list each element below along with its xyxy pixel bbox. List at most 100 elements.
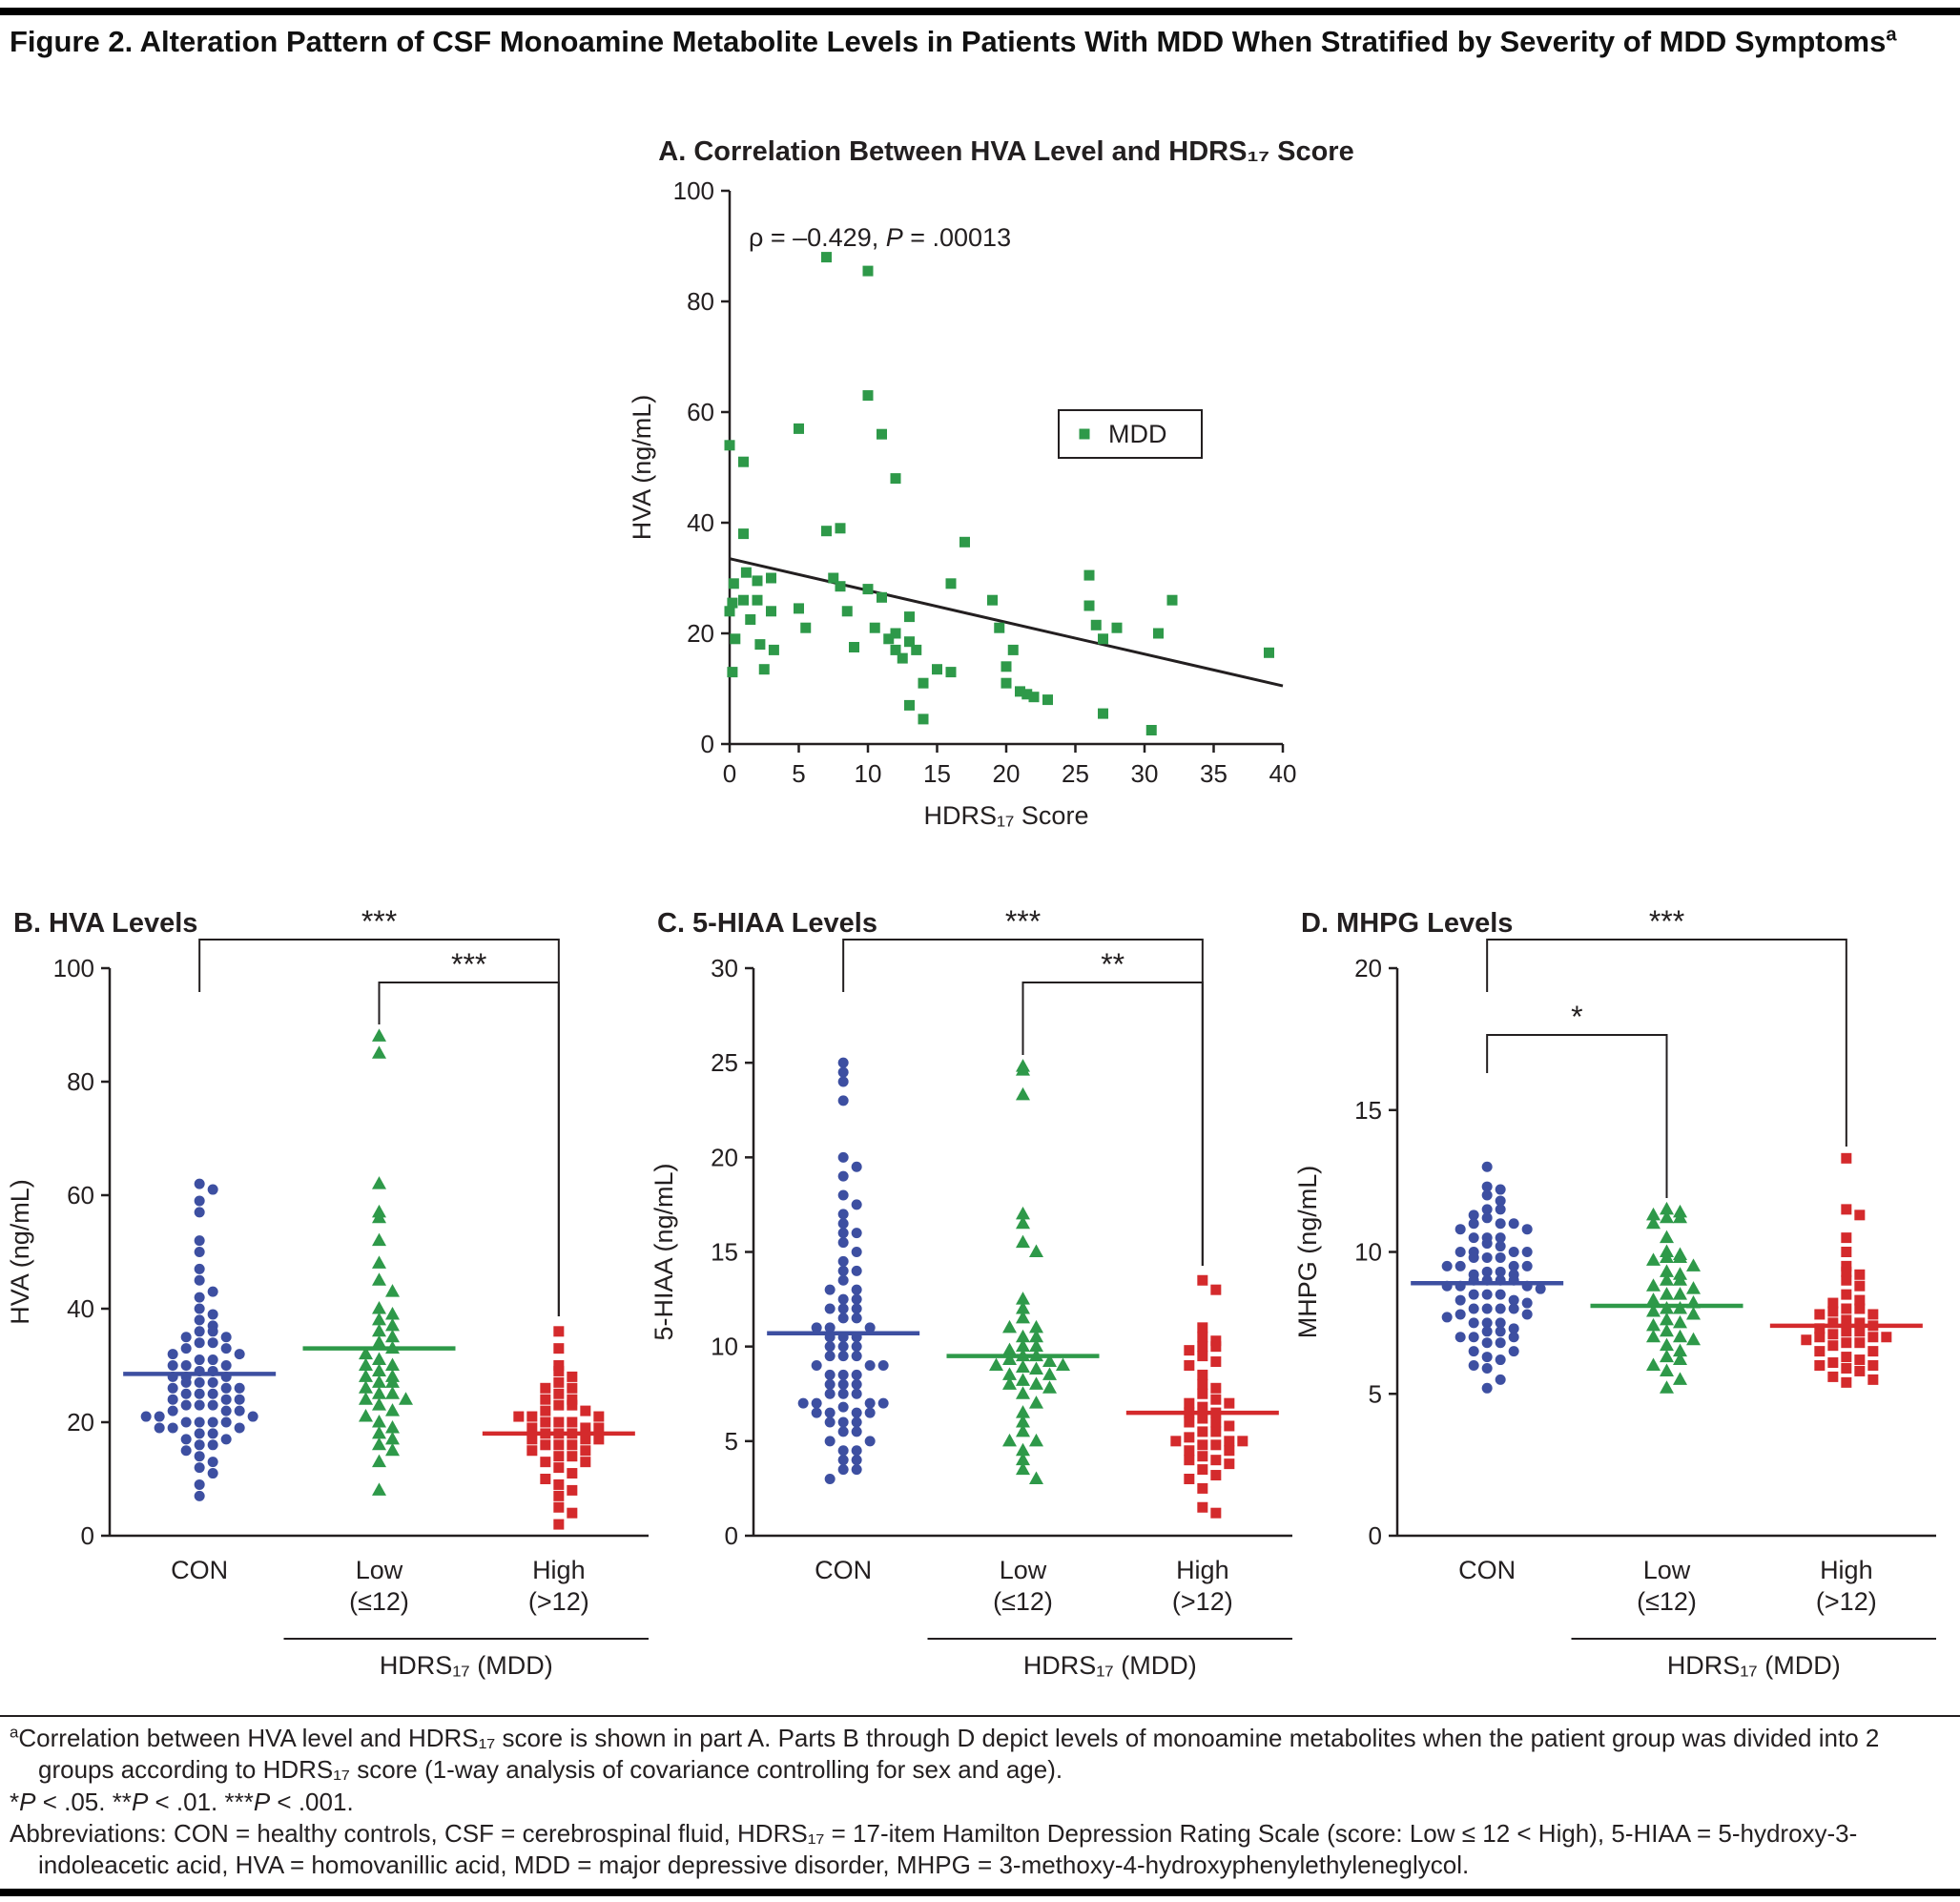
data-point xyxy=(540,1416,551,1428)
data-point xyxy=(851,1247,862,1257)
data-point xyxy=(1016,1086,1030,1101)
data-point xyxy=(1441,1312,1453,1323)
data-point xyxy=(154,1422,165,1434)
data-point xyxy=(824,1436,836,1447)
data-point xyxy=(1673,1314,1687,1329)
data-point xyxy=(372,1176,386,1189)
x-tick-label: 30 xyxy=(1131,759,1159,788)
data-point xyxy=(1660,1312,1674,1326)
data-point xyxy=(553,1399,565,1411)
y-tick-label: 40 xyxy=(687,508,714,537)
data-point xyxy=(1660,1363,1674,1376)
data-point xyxy=(553,1365,565,1376)
data-point xyxy=(194,1207,205,1218)
scatter-point xyxy=(1028,692,1040,703)
data-point xyxy=(372,1323,386,1337)
data-point xyxy=(1646,1278,1661,1292)
data-point xyxy=(864,1322,876,1333)
data-point xyxy=(1029,1471,1043,1484)
data-point xyxy=(837,1265,849,1276)
scatter-point xyxy=(738,528,749,540)
data-point xyxy=(372,1375,386,1388)
data-point xyxy=(824,1378,836,1390)
data-point xyxy=(167,1360,178,1371)
data-point xyxy=(1029,1395,1043,1409)
data-point xyxy=(824,1322,836,1333)
scatter-point xyxy=(911,644,922,655)
data-point xyxy=(1002,1433,1017,1447)
data-point xyxy=(154,1411,165,1422)
data-point xyxy=(1673,1287,1687,1300)
y-axis-label: MHPG (ng/mL) xyxy=(1293,1166,1322,1339)
data-point xyxy=(851,1455,862,1466)
data-point xyxy=(1016,1442,1030,1457)
x-tick-label: 20 xyxy=(993,759,1021,788)
group-label-2: (≤12) xyxy=(993,1587,1053,1616)
data-point xyxy=(1814,1323,1826,1334)
data-point xyxy=(1854,1280,1866,1292)
group-label: High xyxy=(1820,1556,1873,1584)
y-tick-label: 20 xyxy=(711,1143,738,1171)
data-point xyxy=(1481,1382,1493,1394)
data-point xyxy=(385,1442,400,1457)
data-point xyxy=(1016,1234,1030,1249)
data-point xyxy=(580,1405,591,1416)
data-point xyxy=(1016,1063,1030,1076)
data-point xyxy=(1029,1361,1043,1375)
scatter-point xyxy=(918,677,929,689)
scatter-point xyxy=(727,597,738,609)
scatter-point xyxy=(890,628,901,639)
group-label-2: (>12) xyxy=(528,1587,589,1616)
data-point xyxy=(1481,1204,1493,1215)
data-point xyxy=(180,1360,192,1371)
data-point xyxy=(372,1437,386,1451)
data-point xyxy=(1016,1452,1030,1466)
scatter-point xyxy=(1264,647,1274,658)
data-point xyxy=(1481,1303,1493,1314)
data-point xyxy=(180,1343,192,1354)
data-point xyxy=(851,1407,862,1418)
data-point xyxy=(220,1416,232,1428)
data-point xyxy=(194,1376,205,1388)
data-point xyxy=(1673,1372,1687,1385)
data-point xyxy=(1521,1309,1533,1320)
data-point xyxy=(526,1434,538,1445)
data-point xyxy=(385,1357,400,1371)
data-point xyxy=(1170,1436,1182,1447)
panel-a-scatter-chart: A. Correlation Between HVA Level and HDR… xyxy=(628,136,1354,830)
scatter-point xyxy=(828,572,839,584)
y-axis-label: HVA (ng/mL) xyxy=(628,395,656,541)
data-point xyxy=(140,1411,152,1422)
data-point xyxy=(811,1407,822,1418)
scatter-point xyxy=(754,639,766,651)
scatter-point xyxy=(994,622,1005,633)
mdd-group-label: HDRS₁₇ (MDD) xyxy=(380,1651,553,1680)
x-tick-label: 15 xyxy=(923,759,951,788)
scatter-point xyxy=(758,664,770,675)
data-point xyxy=(1455,1247,1466,1257)
data-point xyxy=(1184,1474,1195,1484)
data-point xyxy=(207,1428,218,1439)
data-point xyxy=(372,1209,386,1224)
data-point xyxy=(207,1376,218,1388)
data-point xyxy=(837,1464,849,1476)
data-point xyxy=(837,1313,849,1324)
y-axis-label: 5-HIAA (ng/mL) xyxy=(650,1163,678,1340)
data-point xyxy=(540,1382,551,1394)
data-point xyxy=(385,1375,400,1388)
data-point xyxy=(1646,1252,1661,1266)
data-point xyxy=(1495,1232,1506,1244)
data-point xyxy=(372,1301,386,1314)
data-point xyxy=(580,1445,591,1457)
data-point xyxy=(1016,1415,1030,1428)
scatter-point xyxy=(1021,689,1033,700)
data-point xyxy=(372,1415,386,1428)
scatter-point xyxy=(724,440,735,451)
data-point xyxy=(1224,1420,1235,1432)
data-point xyxy=(372,1028,386,1042)
data-point xyxy=(1210,1284,1222,1295)
data-point xyxy=(811,1397,822,1409)
data-point xyxy=(1481,1337,1493,1349)
data-point xyxy=(837,1209,849,1220)
data-point xyxy=(1481,1189,1493,1201)
